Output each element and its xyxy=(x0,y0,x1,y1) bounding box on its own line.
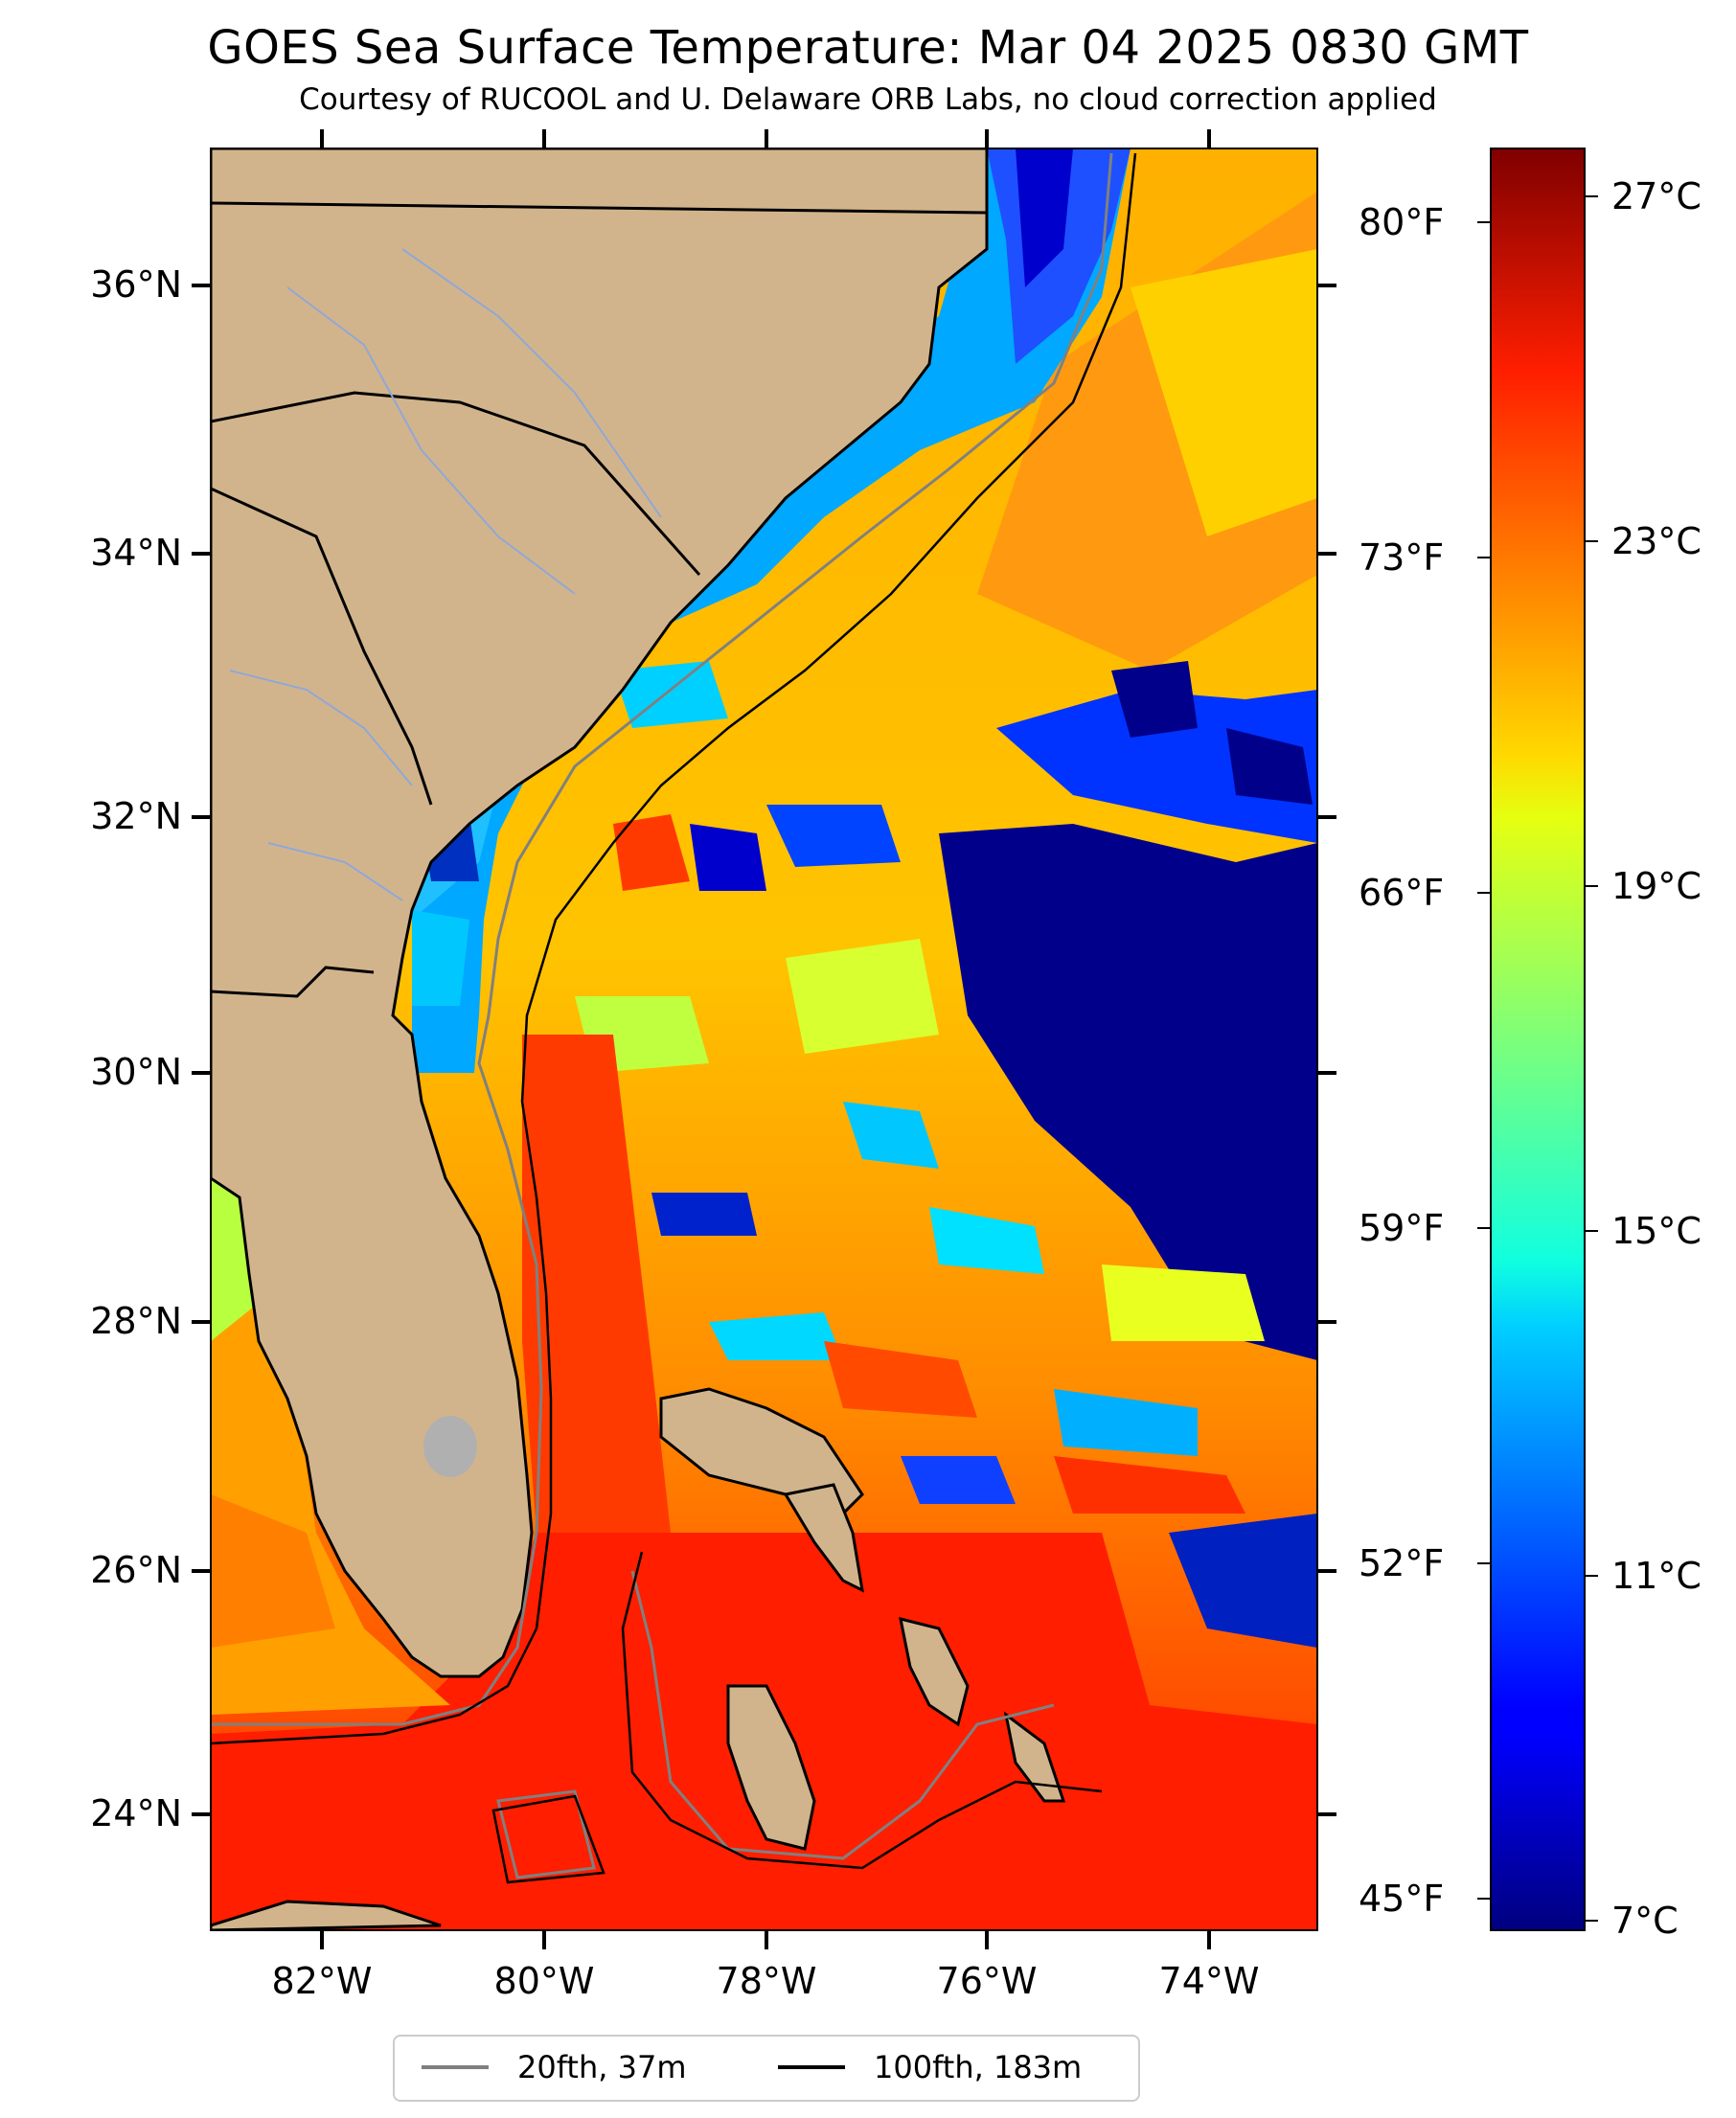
celsius-label-11: 11°C xyxy=(1611,1555,1702,1597)
lon-label-80w: 80°W xyxy=(493,1960,595,2002)
celsius-label-23: 23°C xyxy=(1611,520,1702,562)
colorbar-ticks xyxy=(1477,195,1598,1922)
lat-label-24n: 24°N xyxy=(90,1792,182,1834)
legend-label-20fth: 20fth, 37m xyxy=(517,2049,687,2085)
legend-label-100fth: 100fth, 183m xyxy=(874,2049,1083,2085)
longitude-ticks xyxy=(320,129,1211,1949)
fahrenheit-label-52: 52°F xyxy=(1359,1542,1445,1584)
andros xyxy=(726,1684,816,1851)
sst-field xyxy=(211,148,1317,1930)
cuba-coast xyxy=(211,1900,442,1930)
eleuthera xyxy=(899,1616,970,1727)
fahrenheit-label-45: 45°F xyxy=(1359,1878,1445,1920)
fahrenheit-label-59: 59°F xyxy=(1359,1207,1445,1249)
lat-label-28n: 28°N xyxy=(90,1300,182,1342)
map-title: GOES Sea Surface Temperature: Mar 04 202… xyxy=(207,21,1529,75)
isobath-legend: 20fth, 37m 100fth, 183m xyxy=(393,2035,1140,2102)
exuma xyxy=(1003,1711,1066,1803)
lat-label-30n: 30°N xyxy=(90,1051,182,1093)
abaco xyxy=(783,1483,864,1593)
colorbar xyxy=(1490,148,1586,1931)
lon-label-78w: 78°W xyxy=(716,1960,817,2002)
lon-label-82w: 82°W xyxy=(271,1960,373,2002)
isobath-100fth xyxy=(211,152,1137,1745)
celsius-label-27: 27°C xyxy=(1611,175,1702,217)
celsius-label-15: 15°C xyxy=(1611,1210,1702,1252)
map-subtitle: Courtesy of RUCOOL and U. Delaware ORB L… xyxy=(299,82,1437,117)
legend-item-100fth: 100fth, 183m xyxy=(778,2049,1083,2085)
grand-bahama xyxy=(659,1387,864,1515)
latitude-ticks xyxy=(192,284,1336,1816)
map-frame xyxy=(210,148,1318,1931)
legend-swatch-100fth xyxy=(778,2065,845,2069)
lat-label-26n: 26°N xyxy=(90,1549,182,1591)
isobath-20fth xyxy=(211,152,1113,1726)
fahrenheit-label-80: 80°F xyxy=(1359,201,1445,243)
fahrenheit-label-66: 66°F xyxy=(1359,872,1445,914)
lat-label-34n: 34°N xyxy=(90,532,182,574)
lon-label-74w: 74°W xyxy=(1158,1960,1260,2002)
lat-label-32n: 32°N xyxy=(90,795,182,837)
us-landmass xyxy=(211,148,989,1678)
lon-label-76w: 76°W xyxy=(936,1960,1038,2002)
legend-swatch-20fth xyxy=(422,2065,489,2069)
fahrenheit-label-73: 73°F xyxy=(1359,536,1445,579)
celsius-label-19: 19°C xyxy=(1611,865,1702,907)
celsius-label-7: 7°C xyxy=(1611,1900,1679,1942)
lake-okeechobee xyxy=(423,1416,477,1477)
lat-label-36n: 36°N xyxy=(90,263,182,306)
legend-item-20fth: 20fth, 37m xyxy=(422,2049,687,2085)
